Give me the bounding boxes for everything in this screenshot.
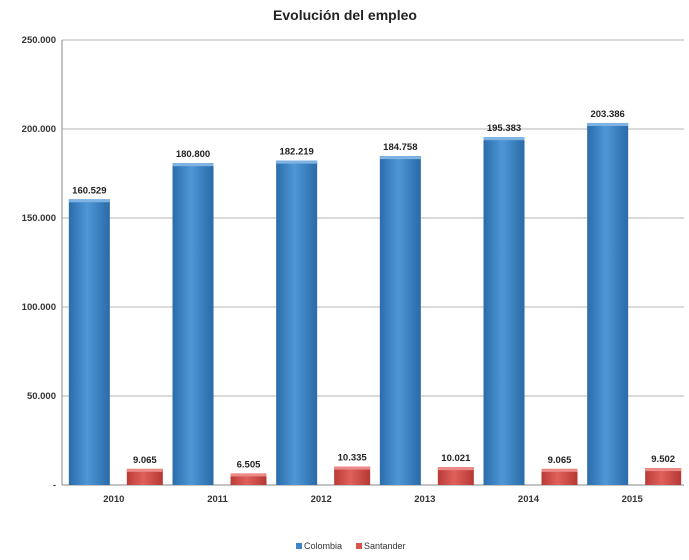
y-tick-label: 100.000: [22, 302, 56, 313]
y-tick-label: 200.000: [22, 124, 56, 135]
x-tick-label: 2012: [311, 494, 332, 505]
bar-top-colombia-2014: [483, 137, 525, 141]
bar-santander-2010: [126, 468, 163, 485]
gridlines: [62, 39, 684, 397]
bar-colombia-2014: [483, 137, 525, 485]
axes: - 50.000 100.000 150.000 200.000 250.000 2010 2…: [22, 35, 684, 505]
legend: Colombia Santander: [296, 541, 406, 551]
data-label-santander-2010: 9.065: [133, 455, 157, 466]
bar-santander-2013: [437, 467, 474, 485]
data-label-colombia-2014: 195.383: [487, 123, 521, 134]
y-tick-label: 150.000: [22, 213, 56, 224]
bar-top-santander-2013: [437, 467, 474, 471]
legend-label-santander: Santander: [364, 541, 406, 551]
data-label-santander-2014: 9.065: [548, 455, 572, 466]
y-tick-label: -: [53, 480, 56, 491]
data-label-santander-2015: 9.502: [651, 454, 675, 465]
bar-top-santander-2015: [645, 468, 682, 472]
data-label-santander-2013: 10.021: [441, 453, 471, 464]
data-label-colombia-2015: 203.386: [590, 109, 624, 120]
bar-santander-2014: [541, 468, 578, 485]
data-label-colombia-2010: 160.529: [72, 185, 106, 196]
bar-top-santander-2014: [541, 468, 578, 472]
bar-colombia-2013: [379, 156, 421, 486]
bar-top-santander-2012: [334, 466, 371, 470]
x-tick-label: 2010: [103, 494, 124, 505]
bar-top-colombia-2010: [68, 199, 110, 203]
bar-santander-2011: [230, 473, 267, 485]
bars: [68, 122, 682, 486]
data-label-santander-2012: 10.335: [338, 453, 368, 464]
data-label-colombia-2011: 180.800: [176, 149, 210, 160]
legend-swatch-colombia: [296, 543, 302, 549]
bar-santander-2012: [334, 466, 371, 485]
x-tick-label: 2011: [207, 494, 228, 505]
bar-colombia-2015: [587, 122, 629, 485]
chart-title: Evolución del empleo: [273, 7, 417, 23]
bar-santander-2015: [645, 468, 682, 485]
bar-top-santander-2011: [230, 473, 267, 477]
legend-swatch-santander: [356, 543, 362, 549]
x-tick-label: 2015: [622, 494, 644, 505]
data-label-colombia-2012: 182.219: [279, 147, 313, 158]
y-tick-label: 50.000: [27, 391, 56, 402]
data-labels: 160.529 9.065 180.800 6.505 182.219 10.335 184…: [72, 109, 675, 470]
bar-colombia-2010: [68, 199, 110, 486]
legend-label-colombia: Colombia: [304, 541, 342, 551]
bar-colombia-2011: [172, 163, 214, 485]
bar-top-santander-2010: [126, 468, 163, 472]
bar-top-colombia-2011: [172, 163, 214, 167]
data-label-santander-2011: 6.505: [237, 459, 261, 470]
bar-top-colombia-2015: [587, 122, 629, 126]
data-label-colombia-2013: 184.758: [383, 142, 417, 153]
x-tick-label: 2013: [414, 494, 435, 505]
y-tick-label: 250.000: [22, 35, 56, 46]
x-tick-label: 2014: [518, 494, 540, 505]
bar-colombia-2012: [276, 160, 318, 485]
bar-top-colombia-2012: [276, 160, 318, 164]
bar-top-colombia-2013: [379, 156, 421, 160]
